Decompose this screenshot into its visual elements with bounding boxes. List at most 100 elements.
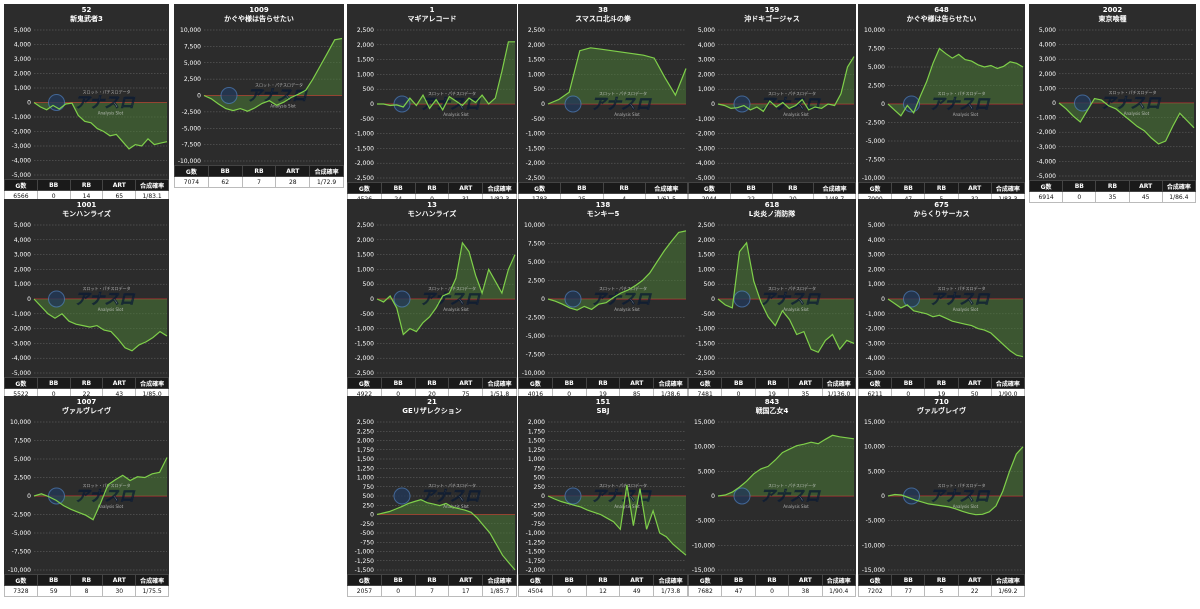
stats-value: 47: [721, 585, 756, 597]
stats-header: ART: [102, 574, 137, 586]
tick-label: -10,000: [862, 175, 885, 182]
watermark-globe-icon: [393, 95, 411, 113]
series-area: [548, 484, 686, 556]
tick-label: -2,000: [526, 567, 546, 574]
tick-label: -500: [360, 311, 374, 318]
stats-value: 1/73.8: [653, 585, 688, 597]
stats-value: 28: [275, 176, 311, 188]
stats-value: 30: [102, 585, 137, 597]
stats-table: G数 BB RB ART 合成確率 7328 59 8 30 1/75.5: [4, 574, 169, 597]
series-line: [377, 41, 515, 112]
watermark-text: アナスロ: [930, 95, 991, 113]
tick-label: 1,500: [528, 57, 545, 64]
chart-area: -2,500 -2,000 -1,500 -1,000 -500 0 500 1,000 1,5…: [518, 26, 688, 182]
tick-label: 1,000: [528, 456, 545, 463]
stats-header: G数: [4, 574, 38, 586]
stats-value: 35: [1095, 191, 1130, 203]
watermark-text: アナスロ: [420, 487, 481, 505]
chart-panel: 618 L炎炎ノ消防隊 -2,500 -2,000 -1,500 -1,000 -500 0 5…: [687, 199, 857, 400]
stats-table: G数 BB RB ART 合成確率 4504 0 12 49 1/73.8: [518, 574, 688, 597]
tick-label: -1,000: [696, 116, 716, 123]
chart-panel: 159 沖ドキゴージャス -5,000 -4,000 -3,000 -2,000 -1,00…: [688, 4, 856, 205]
stats-header: ART: [788, 574, 823, 586]
tick-label: 0: [881, 101, 885, 108]
tick-label: -2,000: [12, 326, 32, 333]
tick-label: 2,500: [528, 27, 545, 34]
panel-header: 675 からくりサーカス: [858, 199, 1025, 223]
panel-header: 1001 モンハンライズ: [4, 199, 169, 223]
tick-label: 750: [534, 465, 546, 472]
tick-label: -500: [360, 530, 374, 537]
stats-header: G数: [517, 182, 562, 194]
stats-value: 1/85.7: [482, 585, 517, 597]
watermark-globe-icon: [393, 290, 411, 308]
tick-label: 3,000: [868, 252, 885, 259]
tick-label: -2,000: [1037, 129, 1057, 136]
tick-label: 5,000: [528, 259, 545, 266]
machine-name: スマスロ北斗の拳: [575, 15, 631, 23]
tick-label: 2,000: [357, 438, 374, 445]
tick-label: 500: [363, 86, 375, 93]
tick-label: 4,000: [14, 42, 31, 49]
tick-label: 2,500: [698, 222, 715, 229]
stats-header: 合成確率: [135, 179, 169, 191]
watermark-subtext: Analysis Slot: [783, 112, 809, 117]
watermark-text: アナスロ: [75, 94, 136, 112]
stats-table: G数 BB RB ART 合成確率 5522 0 22 43 1/85.0: [4, 377, 169, 400]
stats-value: 5: [924, 585, 959, 597]
panel-header: 843 戦国乙女4: [688, 396, 856, 420]
chart-area: -15,000 -10,000 -5,000 0 5,000 10,000 15,000 アナ…: [688, 418, 856, 574]
tick-label: -1,000: [12, 311, 32, 318]
stats-header: RB: [924, 574, 959, 586]
watermark-text: アナスロ: [420, 290, 481, 308]
tick-label: -1,750: [526, 558, 546, 565]
stats-value: 7: [241, 176, 277, 188]
tick-label: 0: [541, 296, 545, 303]
tick-label: -2,500: [526, 315, 546, 322]
stats-table: G数 BB RB ART 合成確率 4922 0 20 75 1/51.8: [347, 377, 517, 400]
stats-value: 62: [207, 176, 243, 188]
tick-label: -5,000: [12, 370, 32, 377]
series-line: [887, 47, 1024, 117]
tick-label: 1,000: [357, 71, 374, 78]
stats-header: RB: [602, 182, 646, 194]
tick-label: -2,000: [355, 355, 375, 362]
machine-name: L炎炎ノ消防隊: [748, 210, 796, 218]
tick-label: 250: [534, 484, 546, 491]
stats-value: 0: [380, 585, 416, 597]
tick-label: -3,000: [12, 143, 32, 150]
tick-label: -2,500: [526, 175, 546, 182]
stats-header: G数: [687, 377, 723, 389]
tick-label: 15,000: [694, 419, 715, 426]
stats-header: G数: [1028, 180, 1064, 192]
machine-name: からくりサーカス: [913, 210, 970, 218]
tick-label: -5,000: [866, 370, 886, 377]
tick-label: 15,000: [864, 419, 885, 426]
watermark-caption: スロット・パチスロデータ: [83, 482, 131, 488]
chart-panel: 21 GEリザレクション -1,500 -1,250 -1,000 -750 -500 -25…: [347, 396, 517, 597]
stats-value: 0: [1062, 191, 1097, 203]
stats-header: ART: [957, 182, 992, 194]
panel-header: 2002 東京喰種: [1029, 4, 1196, 28]
tick-label: -500: [360, 116, 374, 123]
stats-header: ART: [957, 574, 992, 586]
tick-label: 0: [541, 493, 545, 500]
stats-header: 合成確率: [821, 377, 857, 389]
chart-svg: -10,000 -7,500 -5,000 -2,500 0 2,500 5,000 7,50…: [522, 222, 687, 377]
tick-label: 0: [370, 296, 374, 303]
series-area: [377, 41, 515, 110]
chart-panel: 648 かぐや様は告らせたい -10,000 -7,500 -5,000 -2,500 0 2…: [857, 4, 1026, 205]
machine-number: 138: [595, 201, 611, 209]
tick-label: -1,250: [526, 539, 546, 546]
tick-label: 0: [881, 296, 885, 303]
stats-header: 合成確率: [135, 574, 169, 586]
chart-svg: -15,000 -10,000 -5,000 0 5,000 10,000 15,000 アナ…: [692, 419, 855, 574]
stats-header: 合成確率: [135, 377, 169, 389]
watermark-globe-icon: [564, 487, 582, 505]
machine-name: かぐや様は告らせたい: [906, 15, 977, 23]
stats-header: 合成確率: [482, 182, 517, 194]
tick-label: -4,000: [1037, 158, 1057, 165]
